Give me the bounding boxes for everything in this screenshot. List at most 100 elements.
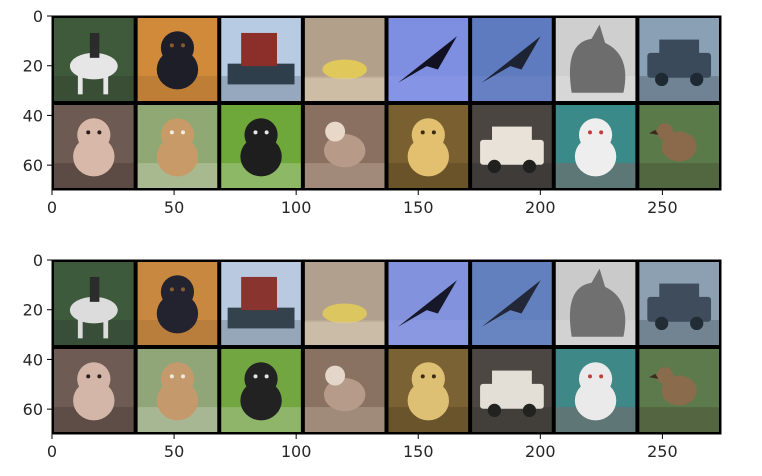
image-tile: [304, 105, 385, 188]
dog-head: [160, 275, 195, 309]
bird-figure: [661, 131, 697, 162]
image-tile: [639, 105, 719, 188]
tile-ground: [639, 76, 719, 101]
x-tick-label: 150: [403, 198, 434, 217]
image-tile: [472, 262, 552, 345]
y-tick-label: 0: [33, 251, 43, 270]
deer-head: [325, 365, 346, 386]
tile-ground: [472, 163, 552, 188]
deer-figure: [323, 378, 366, 412]
y-tick-label: 40: [23, 106, 43, 125]
car-figure: [647, 296, 712, 322]
y-tick-label: 60: [23, 400, 43, 419]
image-tile: [388, 262, 469, 345]
dog-eye: [431, 130, 436, 135]
car-wheel: [655, 72, 669, 87]
horse-leg: [103, 72, 109, 95]
tile-ground: [388, 320, 469, 345]
image-grid-bottom: 0 50 100 150 200 250 0 20 40 60: [23, 251, 722, 461]
boat-figure: [322, 303, 367, 324]
car-wheel: [690, 72, 704, 87]
bird-head: [656, 123, 674, 140]
y-tick-label: 20: [23, 57, 43, 76]
water: [304, 321, 385, 345]
dog-eye: [169, 130, 174, 135]
car-wheel: [487, 159, 502, 174]
dog-head: [77, 118, 111, 152]
x-tick-label: 150: [403, 442, 434, 461]
cat-figure: [569, 24, 626, 93]
rider: [89, 32, 100, 58]
car-roof: [659, 283, 700, 301]
dog-head: [578, 118, 613, 152]
ship-figure: [241, 276, 277, 311]
dog-head: [77, 362, 111, 396]
image-tile: [221, 349, 301, 432]
image-tile: [555, 105, 636, 188]
x-tick-label: 50: [164, 442, 184, 461]
image-tile: [221, 262, 301, 345]
dog-eye: [253, 130, 258, 135]
image-tile: [137, 262, 218, 345]
horse-leg: [77, 72, 83, 95]
ship-figure: [241, 32, 277, 67]
dog-eye: [169, 43, 174, 48]
dog-eye: [181, 374, 186, 379]
deer-figure: [323, 134, 366, 168]
image-tile: [54, 262, 134, 345]
image-tile: [221, 18, 301, 101]
image-tile: [304, 262, 385, 345]
x-tick-label: 50: [164, 198, 184, 217]
image-tile: [555, 18, 636, 101]
image-tile: [472, 349, 552, 432]
bird-beak: [648, 129, 659, 135]
ship-hull: [227, 63, 295, 85]
dog-eye: [97, 374, 102, 379]
car-roof: [492, 126, 532, 144]
tile-ground: [304, 407, 385, 432]
dog-head: [160, 362, 195, 396]
dog-eye: [264, 130, 269, 135]
dog-eye: [86, 374, 91, 379]
dog-head: [578, 362, 613, 396]
dog-eye: [181, 43, 186, 48]
car-figure: [480, 139, 544, 165]
dog-eye: [587, 374, 592, 379]
y-tick-label: 60: [23, 156, 43, 175]
image-tile: [221, 105, 301, 188]
image-tile: [137, 349, 218, 432]
ship-hull: [227, 307, 295, 329]
dog-head: [411, 118, 445, 152]
rider: [89, 276, 100, 302]
x-tick-label: 200: [525, 198, 556, 217]
dog-eye: [181, 287, 186, 292]
bird-head: [656, 367, 674, 384]
bird-figure: [661, 375, 697, 406]
car-figure: [647, 52, 712, 78]
image-tile: [472, 18, 552, 101]
dog-head: [411, 362, 445, 396]
y-tick-label: 40: [23, 350, 43, 369]
image-tile: [304, 18, 385, 101]
dog-eye: [253, 374, 258, 379]
image-tile: [137, 105, 218, 188]
car-figure: [480, 383, 544, 409]
image-tile: [639, 262, 719, 345]
image-tile: [54, 105, 134, 188]
x-tick-label: 200: [525, 442, 556, 461]
image-tile: [388, 18, 469, 101]
dog-eye: [86, 130, 91, 135]
car-wheel: [522, 159, 537, 174]
dog-eye: [97, 130, 102, 135]
axes-frame: [51, 259, 722, 435]
image-tile: [555, 262, 636, 345]
image-tile: [472, 105, 552, 188]
car-wheel: [655, 316, 669, 331]
image-tile: [304, 349, 385, 432]
tile-ground: [304, 163, 385, 188]
horse-leg: [77, 316, 83, 339]
cat-figure: [569, 268, 626, 337]
horse-leg: [103, 316, 109, 339]
car-roof: [659, 39, 700, 57]
dog-head: [160, 31, 195, 65]
